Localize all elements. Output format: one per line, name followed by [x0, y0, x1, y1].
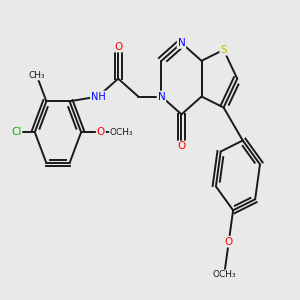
Text: OCH₃: OCH₃ — [212, 270, 236, 279]
Text: N: N — [178, 38, 185, 48]
Text: N: N — [158, 92, 165, 101]
Text: O: O — [177, 142, 186, 152]
Text: O: O — [114, 42, 122, 52]
Text: O: O — [97, 127, 105, 137]
Text: S: S — [220, 45, 227, 55]
Text: NH: NH — [91, 92, 106, 101]
Text: OCH₃: OCH₃ — [110, 128, 134, 137]
Text: O: O — [225, 237, 233, 247]
Text: Cl: Cl — [11, 127, 21, 137]
Text: CH₃: CH₃ — [28, 70, 45, 80]
